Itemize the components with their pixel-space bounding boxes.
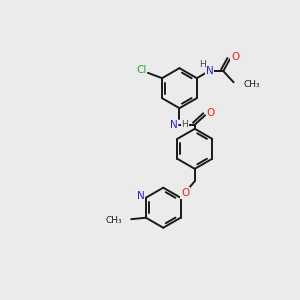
Text: O: O [206, 108, 214, 118]
Text: CH₃: CH₃ [106, 216, 122, 225]
Text: N: N [170, 120, 177, 130]
Text: N: N [137, 191, 145, 201]
Text: H: H [200, 60, 206, 69]
Text: N: N [206, 66, 213, 76]
Text: O: O [181, 188, 189, 198]
Text: O: O [231, 52, 239, 62]
Text: H: H [182, 120, 188, 129]
Text: CH₃: CH₃ [243, 80, 260, 89]
Text: Cl: Cl [136, 65, 147, 75]
